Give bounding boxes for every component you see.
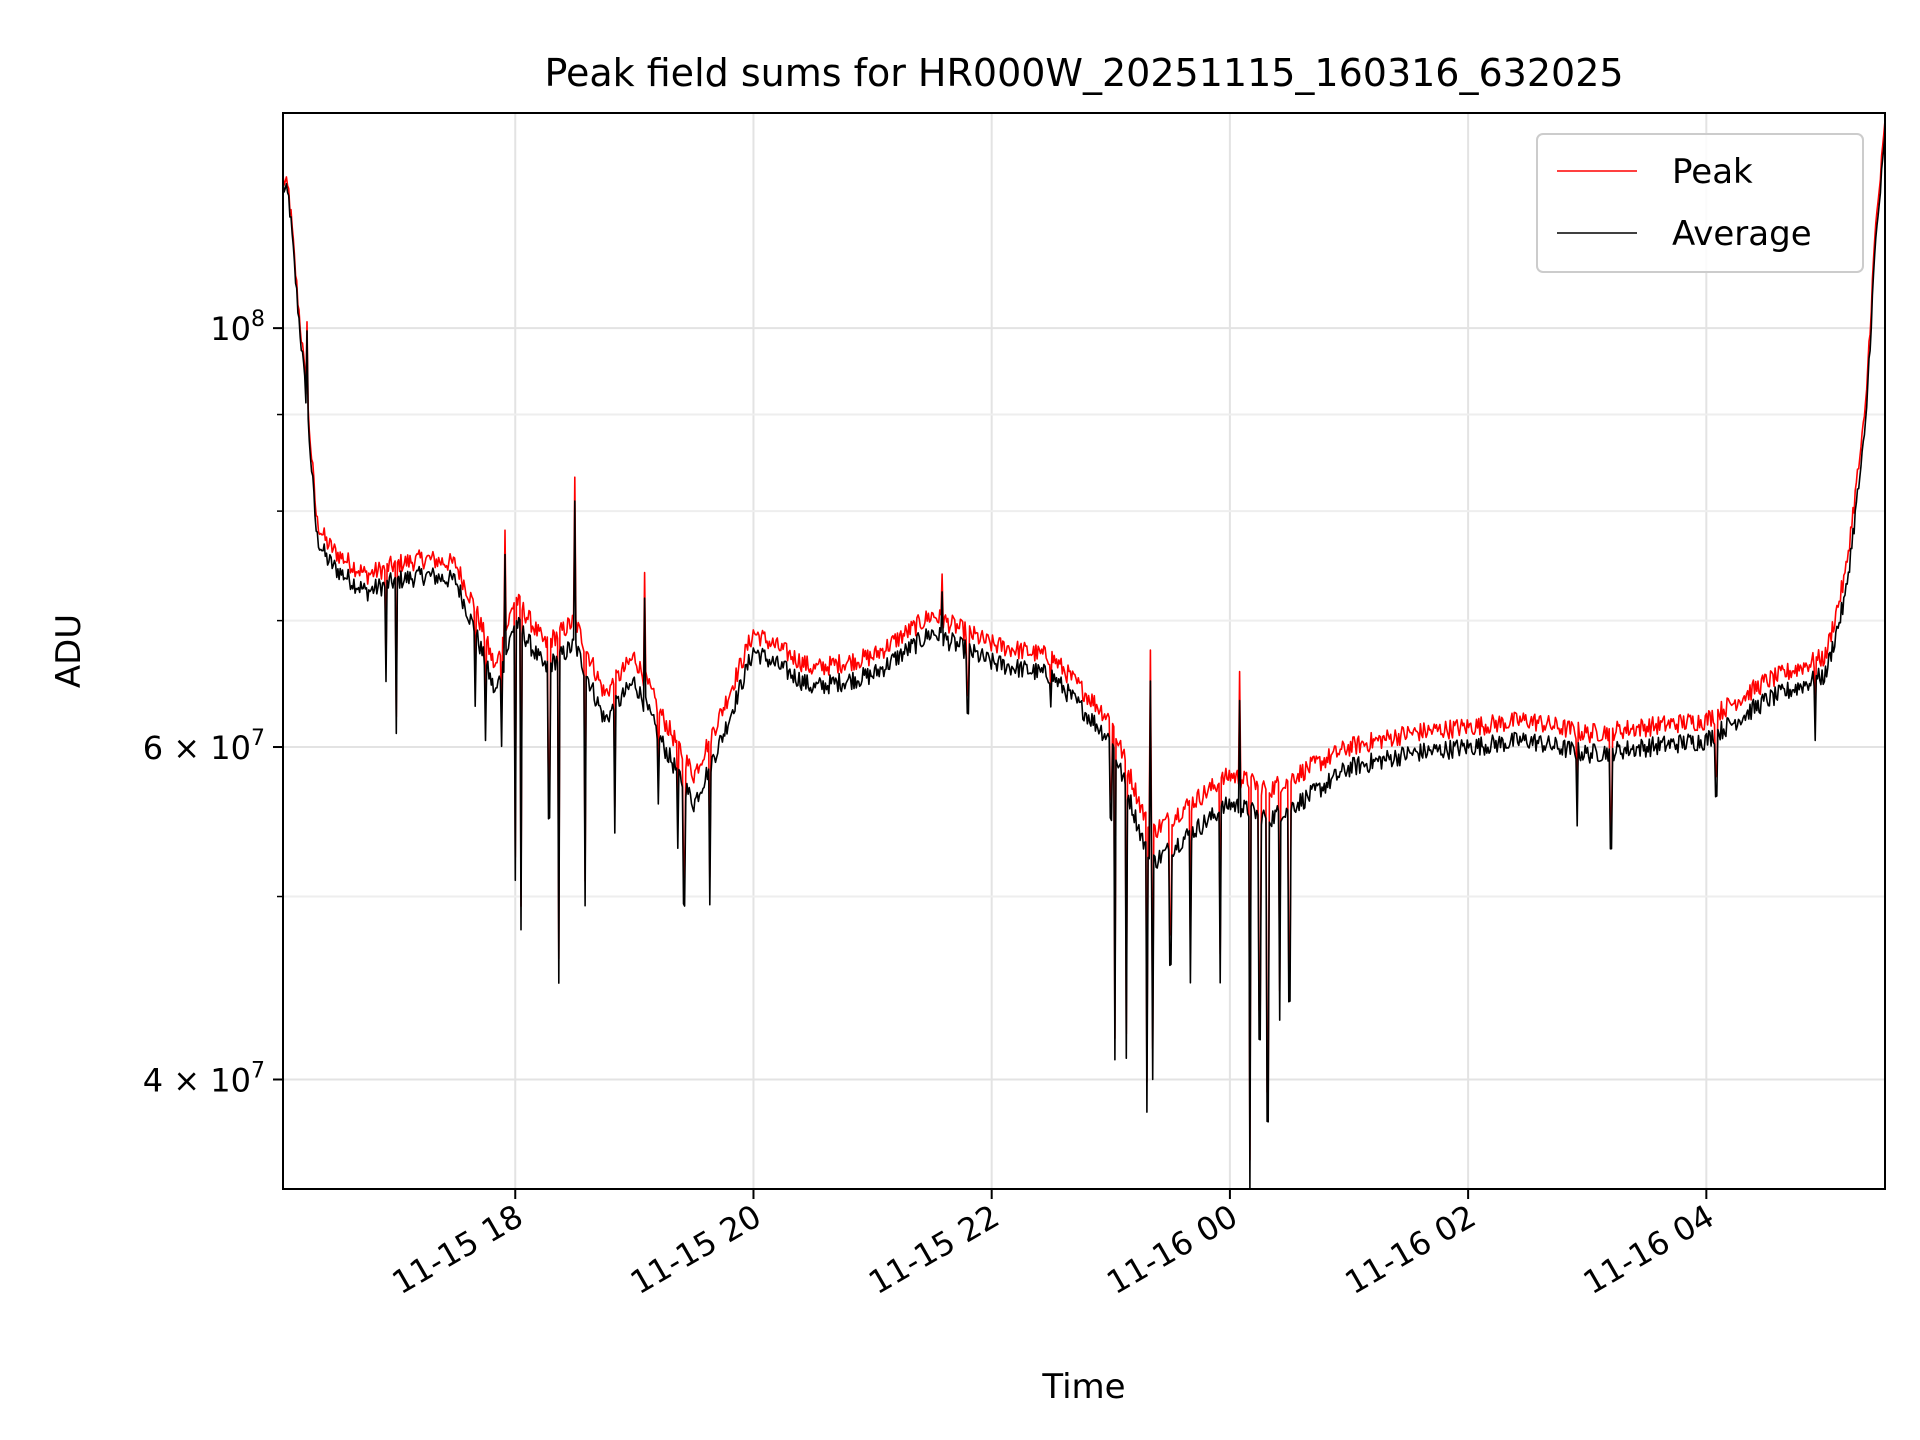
y-tick-label-1: 6 × 107 <box>143 726 265 767</box>
y-axis-label: ADU <box>49 614 89 688</box>
y-tick-label-0: 4 × 107 <box>143 1059 265 1100</box>
chart-title: Peak field sums for HR000W_20251115_1603… <box>544 51 1623 95</box>
legend: Peak Average <box>1537 134 1863 272</box>
legend-label-average: Average <box>1672 214 1812 254</box>
legend-label-peak: Peak <box>1672 152 1753 192</box>
x-axis-label: Time <box>1041 1367 1125 1407</box>
